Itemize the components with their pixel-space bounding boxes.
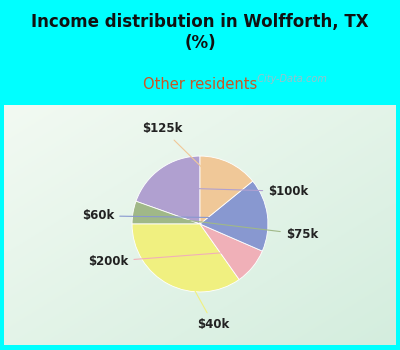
Text: Income distribution in Wolfforth, TX
(%): Income distribution in Wolfforth, TX (%)	[31, 13, 369, 52]
Text: $75k: $75k	[159, 217, 318, 241]
Text: $40k: $40k	[181, 266, 230, 331]
Wedge shape	[136, 156, 200, 224]
Text: $125k: $125k	[142, 122, 217, 182]
Wedge shape	[132, 224, 239, 292]
Text: $200k: $200k	[88, 252, 232, 268]
Text: $60k: $60k	[82, 209, 241, 222]
Wedge shape	[200, 224, 262, 280]
Text: $100k: $100k	[177, 185, 308, 198]
Wedge shape	[132, 201, 200, 224]
Wedge shape	[200, 181, 268, 251]
Wedge shape	[200, 156, 253, 224]
Text: City-Data.com: City-Data.com	[251, 74, 327, 84]
Text: Other residents: Other residents	[143, 77, 257, 92]
